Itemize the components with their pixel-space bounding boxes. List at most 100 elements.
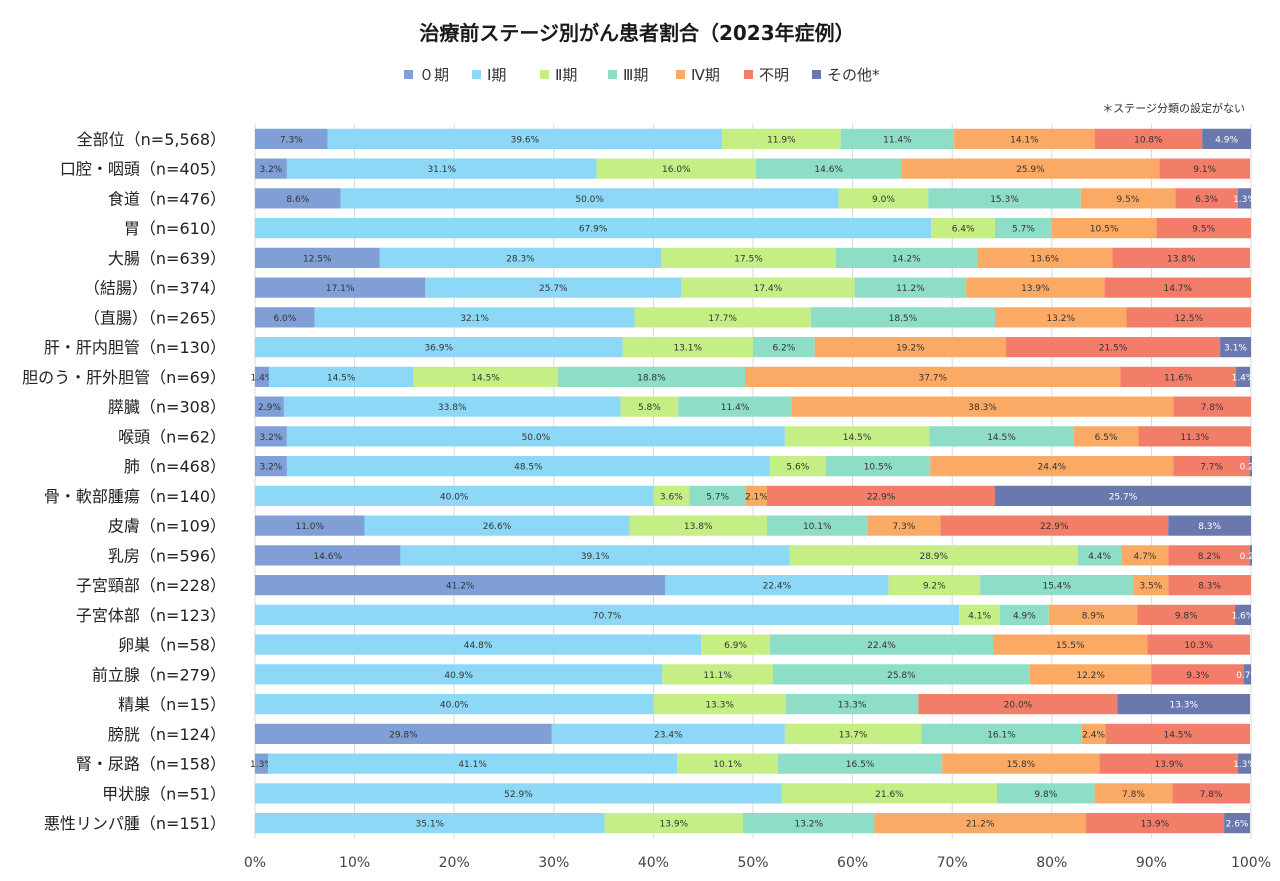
bar-segment — [1094, 128, 1203, 149]
data-label: 33.8% — [438, 403, 467, 413]
data-label: 17.1% — [326, 284, 355, 294]
category-label: 全部位（n=5,568） — [77, 130, 226, 149]
data-label: 4.4% — [1088, 552, 1111, 562]
bar-segment — [1238, 188, 1251, 209]
data-label: 14.5% — [471, 373, 500, 383]
bar-segment — [1005, 337, 1221, 358]
footnote: ＊ステージ分類の設定がない — [1102, 101, 1245, 115]
category-label: 乳房（n=596） — [108, 546, 226, 565]
category-label: 肺（n=468） — [124, 457, 226, 476]
data-label: 1.3% — [250, 760, 273, 770]
bar-segment — [653, 694, 786, 715]
bar-segment — [931, 218, 996, 239]
gridlines — [254, 124, 1252, 838]
data-label: 32.1% — [460, 314, 489, 324]
data-label: 13.2% — [794, 820, 823, 830]
bar-segment — [1137, 604, 1236, 625]
category-label: 子宮頸部（n=228） — [76, 576, 226, 595]
data-label: 2.9% — [258, 403, 281, 413]
bar-segment — [1104, 277, 1251, 298]
data-label: 17.5% — [734, 254, 763, 264]
data-label: 1.6% — [1232, 611, 1255, 621]
bar-segment — [1077, 545, 1122, 566]
data-label: 10.5% — [864, 463, 893, 473]
category-label: 前立腺（n=279） — [92, 665, 226, 684]
data-label: 22.4% — [763, 582, 792, 592]
data-label: 4.9% — [1215, 135, 1238, 145]
data-label: 7.8% — [1200, 790, 1223, 800]
data-label: 22.9% — [1040, 522, 1069, 532]
bar-segment — [255, 396, 284, 417]
data-label: 14.5% — [1163, 730, 1192, 740]
data-label: 11.2% — [896, 284, 925, 294]
data-label: 24.4% — [1038, 463, 1067, 473]
bar-segment — [1224, 813, 1251, 834]
bar-segment — [1168, 575, 1251, 596]
data-label: 19.2% — [896, 344, 925, 354]
bar-segment — [997, 783, 1095, 804]
bar-segment — [755, 158, 902, 179]
bar-segment — [825, 456, 931, 477]
bar-segment — [1168, 545, 1251, 566]
data-label: 10.1% — [803, 522, 832, 532]
category-label: 大腸（n=639） — [108, 249, 226, 268]
data-label: 41.1% — [458, 760, 487, 770]
bar-segment — [1250, 456, 1252, 477]
data-label: 1.4% — [251, 373, 274, 383]
bar-segment — [1175, 188, 1239, 209]
data-label: 15.3% — [990, 195, 1019, 205]
bar-segment — [921, 723, 1082, 744]
data-label: 8.2% — [1198, 552, 1221, 562]
data-label: 7.3% — [280, 135, 303, 145]
data-label: 13.7% — [839, 730, 868, 740]
bar-segment — [810, 307, 996, 328]
bar-segment — [1094, 783, 1173, 804]
bar-segment — [1051, 218, 1157, 239]
data-label: 7.7% — [1200, 463, 1223, 473]
data-label: 11.9% — [767, 135, 796, 145]
bar-segment — [604, 813, 744, 834]
data-label: 8.6% — [286, 195, 309, 205]
bar-segment — [425, 277, 682, 298]
data-label: 12.5% — [1174, 314, 1203, 324]
bar-segment — [835, 247, 978, 268]
bar-segment — [255, 158, 287, 179]
data-label: 9.8% — [1175, 611, 1198, 621]
bar-segment — [781, 783, 998, 804]
category-label: （結腸）（n=374） — [84, 279, 226, 298]
data-label: 13.9% — [660, 820, 689, 830]
category-label: 皮膚（n=109） — [108, 517, 226, 536]
data-label: 15.4% — [1042, 582, 1071, 592]
data-label: 3.2% — [259, 433, 282, 443]
data-label: 50.0% — [522, 433, 551, 443]
category-label: 食道（n=476） — [108, 189, 226, 208]
data-label: 50.0% — [575, 195, 604, 205]
bar-segment — [665, 575, 889, 596]
data-label: 8.9% — [1082, 611, 1105, 621]
legend-swatch — [608, 70, 617, 79]
data-label: 9.0% — [872, 195, 895, 205]
bar-segment — [557, 366, 746, 387]
bar-segment — [766, 515, 868, 536]
data-label: 4.7% — [1133, 552, 1156, 562]
data-label: 6.4% — [952, 225, 975, 235]
bar-segment — [867, 515, 941, 536]
data-label: 11.1% — [703, 671, 732, 681]
category-label: 膵臓（n=308） — [108, 398, 226, 417]
bar-segment — [1121, 545, 1169, 566]
data-label: 11.3% — [1180, 433, 1209, 443]
data-label: 36.9% — [424, 344, 453, 354]
bar-segment — [1173, 456, 1251, 477]
chart-title: 治療前ステージ別がん患者割合（2023年症例） — [419, 21, 854, 45]
x-tick-label: 40% — [638, 855, 669, 871]
bar-segment — [286, 456, 770, 477]
bar-segment — [854, 277, 967, 298]
x-tick-label: 100% — [1231, 855, 1271, 871]
bar-segment — [255, 664, 663, 685]
data-label: 3.5% — [1139, 582, 1162, 592]
category-label: 肝・肝内胆管（n=130） — [44, 338, 226, 357]
data-label: 21.6% — [875, 790, 904, 800]
bar-segment — [634, 307, 811, 328]
data-label: 5.6% — [786, 463, 809, 473]
